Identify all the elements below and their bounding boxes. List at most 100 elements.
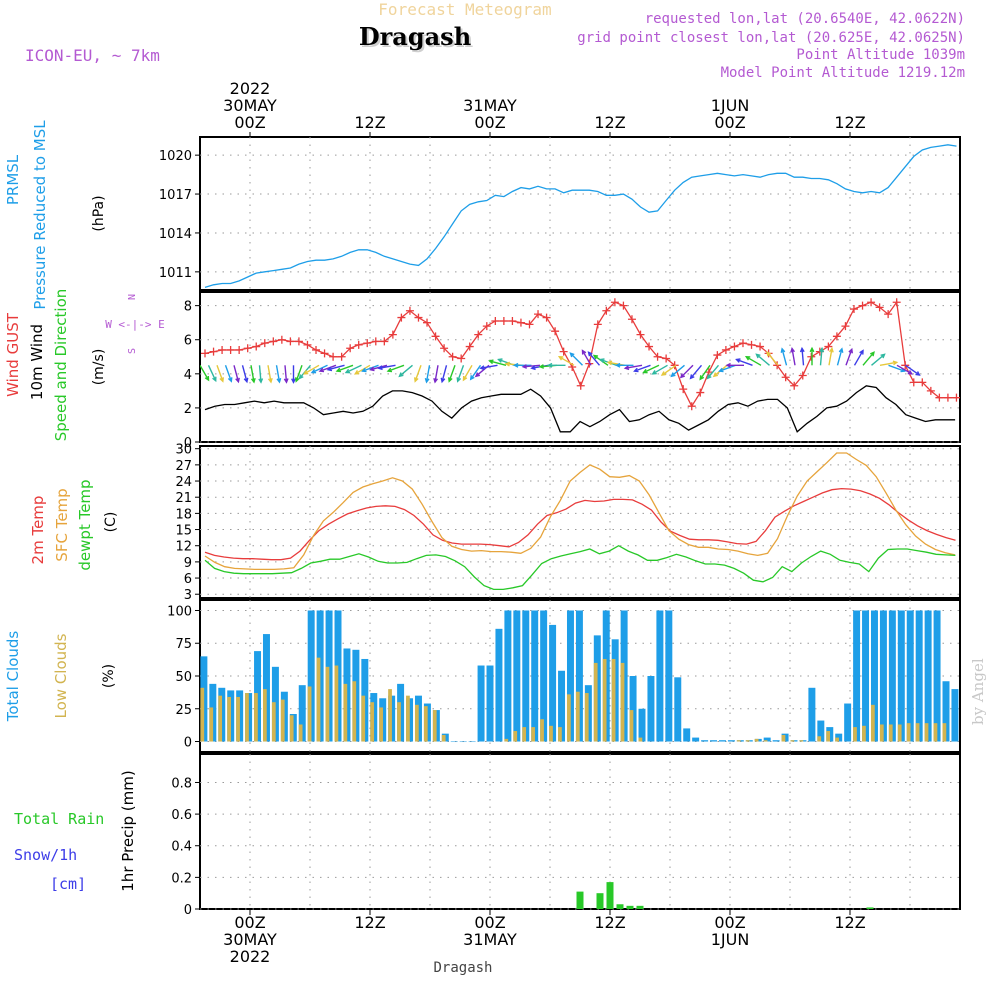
- wind-arrow-head: [298, 374, 304, 380]
- wind-arrow-head: [689, 374, 695, 380]
- low-cloud-bar: [218, 695, 223, 742]
- wind-arrow-head: [474, 372, 481, 378]
- low-cloud-bar: [566, 694, 571, 742]
- wind-arrow: [489, 360, 507, 366]
- total-cloud-bar: [656, 610, 664, 742]
- wind-arrow: [661, 364, 677, 376]
- wind-arrow-head: [892, 360, 899, 366]
- wind-arrow: [625, 364, 643, 369]
- total-cloud-bar: [853, 610, 861, 742]
- gust-marker: [329, 352, 338, 361]
- total-cloud-bar: [862, 610, 870, 742]
- wind-arrow: [250, 365, 255, 383]
- wind-arrow-head: [448, 377, 453, 383]
- wind-arrow-head: [227, 377, 233, 383]
- gust-marker: [448, 352, 457, 361]
- y-tick-label: 50: [175, 670, 192, 685]
- model-label: ICON-EU, ~ 7km: [25, 46, 160, 65]
- wind-arrow-head: [581, 349, 587, 355]
- gust-marker: [730, 342, 739, 351]
- wind-arrow-head: [848, 347, 853, 354]
- wind-arrow-head: [569, 352, 575, 358]
- gust-marker: [756, 342, 765, 351]
- compass-n: N: [127, 294, 138, 300]
- total-cloud-bar: [808, 687, 816, 742]
- total-cloud-bar: [450, 741, 458, 743]
- wind-arrow-head: [335, 367, 342, 373]
- gust-marker: [354, 340, 363, 349]
- wind-arrow: [354, 364, 371, 375]
- total-cloud-bar: [298, 685, 306, 742]
- y-tick-label: 8: [184, 300, 192, 315]
- wind-arrow-head: [725, 362, 731, 368]
- gust-marker: [807, 352, 816, 361]
- gust-marker: [218, 345, 227, 354]
- wind-arrow: [745, 356, 762, 366]
- rain-bar: [866, 907, 874, 909]
- gust-marker: [405, 306, 414, 315]
- gust-marker: [516, 318, 525, 327]
- y-tick-label: 0.6: [171, 808, 192, 823]
- rain-bar: [616, 904, 624, 909]
- low-cloud-bar: [575, 691, 580, 742]
- y-tick-label: 0: [184, 903, 192, 918]
- low-cloud-bar: [799, 740, 804, 742]
- wind-arrow-head: [699, 375, 705, 381]
- panel-frame: [199, 136, 961, 291]
- wind-arrow: [766, 351, 779, 366]
- low-cloud-bar: [942, 723, 947, 742]
- wind-arrow: [200, 364, 210, 381]
- wind-arrow-head: [469, 375, 475, 381]
- low-cloud-bar: [388, 689, 392, 742]
- low-cloud-bar: [915, 723, 920, 742]
- panel-ylabel: SFC Temp: [53, 488, 71, 561]
- y-tick-label: 0.4: [171, 840, 192, 855]
- total-cloud-bar: [844, 703, 852, 742]
- low-cloud-bar: [200, 687, 205, 742]
- y-tick-label: 0.8: [171, 776, 192, 791]
- gust-marker: [645, 342, 654, 351]
- low-cloud-bar: [826, 731, 831, 742]
- panel-unit: (m/s): [91, 349, 107, 386]
- low-cloud-bar: [406, 695, 410, 742]
- wind-arrow-head: [869, 351, 875, 357]
- time-label: 1JUN: [711, 930, 750, 949]
- wind-arrow: [425, 365, 431, 383]
- gust-marker: [542, 313, 551, 322]
- panel-labels: Total Rain Snow/1h [cm] 1hr Precip (mm): [14, 770, 137, 893]
- wind-arrow-head: [915, 371, 921, 376]
- requested-coords: requested lon,lat (20.6540E, 42.0622N): [645, 11, 965, 27]
- gust-marker: [235, 345, 244, 354]
- low-cloud-bar: [540, 719, 544, 742]
- gust-marker: [277, 335, 286, 344]
- y-tick-label: 0: [184, 736, 192, 751]
- gust-marker: [474, 330, 483, 339]
- wind-arrow-head: [377, 365, 383, 371]
- low-cloud-bar: [227, 696, 231, 742]
- panel-precip: 0 0.2 0.4 0.6 0.8 Total Rain Snow/1h [cm] 1hr Pr…: [14, 753, 961, 918]
- y-tick-label: 0: [184, 436, 192, 451]
- panel-ylabel: 10m Wind: [28, 324, 46, 400]
- wind-arrow-head: [310, 368, 317, 374]
- low-cloud-bar: [879, 724, 884, 742]
- time-label: 1JUN: [711, 96, 750, 115]
- gust-marker: [346, 344, 355, 353]
- y-tick-label: 12: [175, 540, 192, 555]
- gust-marker: [312, 345, 321, 354]
- gust-marker: [662, 354, 671, 363]
- low-cloud-bar: [933, 723, 938, 742]
- low-cloud-bar: [790, 740, 795, 742]
- gust-marker: [303, 340, 312, 349]
- y-tick-label: 2: [184, 402, 192, 417]
- total-cloud-bar: [262, 634, 270, 742]
- wind-arrow-head: [318, 367, 325, 373]
- panel-ylabel: dewpt Temp: [76, 479, 94, 570]
- y-tick-label: 21: [175, 491, 192, 506]
- total-cloud-bar: [906, 610, 914, 742]
- panel-clouds: 0 25 50 75 100 Total Clouds Low Clouds (%): [4, 599, 961, 753]
- location-title-shadow: Dragash: [361, 24, 473, 53]
- panel-unit: (%): [101, 664, 117, 688]
- gust-marker: [380, 337, 389, 346]
- compass-rose: N W <-|-> E S: [105, 294, 165, 354]
